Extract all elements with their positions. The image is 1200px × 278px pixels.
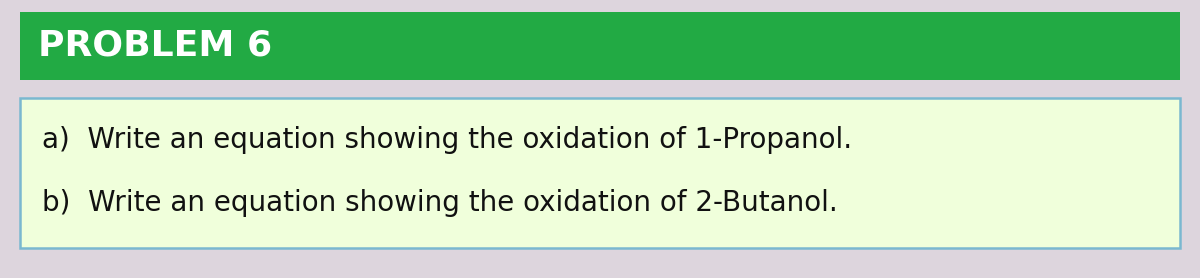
Text: b)  Write an equation showing the oxidation of 2-Butanol.: b) Write an equation showing the oxidati… (42, 189, 838, 217)
Text: a)  Write an equation showing the oxidation of 1-Propanol.: a) Write an equation showing the oxidati… (42, 126, 852, 154)
Text: PROBLEM 6: PROBLEM 6 (38, 29, 272, 63)
